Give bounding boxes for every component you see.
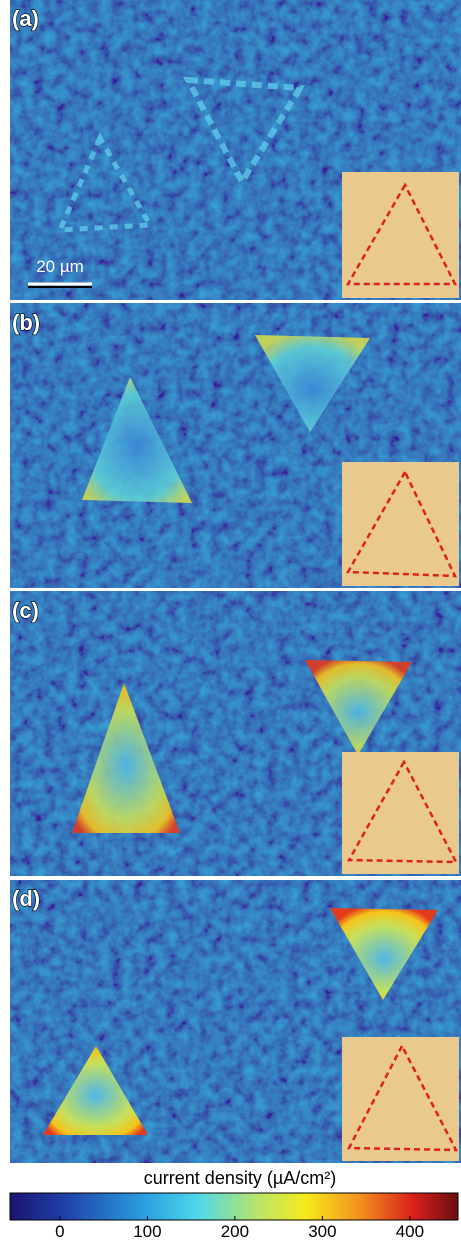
panel: 20 µm (a): [10, 0, 461, 300]
inset: [342, 1037, 459, 1161]
colorbar-tick-label: 200: [221, 1222, 249, 1240]
colorbar-tick-label: 0: [55, 1222, 64, 1240]
colorbar-tick-label: 400: [396, 1222, 424, 1240]
colorbar-label: current density (µA/cm²): [144, 1168, 336, 1188]
inset: [342, 172, 459, 298]
panel-label: (b): [12, 310, 40, 335]
figure: 20 µm (a) (b) (c) (d) current density (µ…: [0, 0, 461, 1240]
scale-bar-label: 20 µm: [36, 257, 84, 276]
colorbar-tick-label: 300: [308, 1222, 336, 1240]
panel: (c): [10, 591, 461, 876]
panel-label: (a): [12, 6, 39, 31]
colorbar: [10, 1193, 458, 1220]
inset: [342, 462, 459, 586]
panel-label: (d): [12, 886, 40, 911]
colorbar-tick-label: 100: [133, 1222, 161, 1240]
panel: (d): [10, 880, 461, 1163]
panel-label: (c): [12, 598, 39, 623]
inset: [342, 752, 459, 874]
panel: (b): [10, 303, 461, 588]
